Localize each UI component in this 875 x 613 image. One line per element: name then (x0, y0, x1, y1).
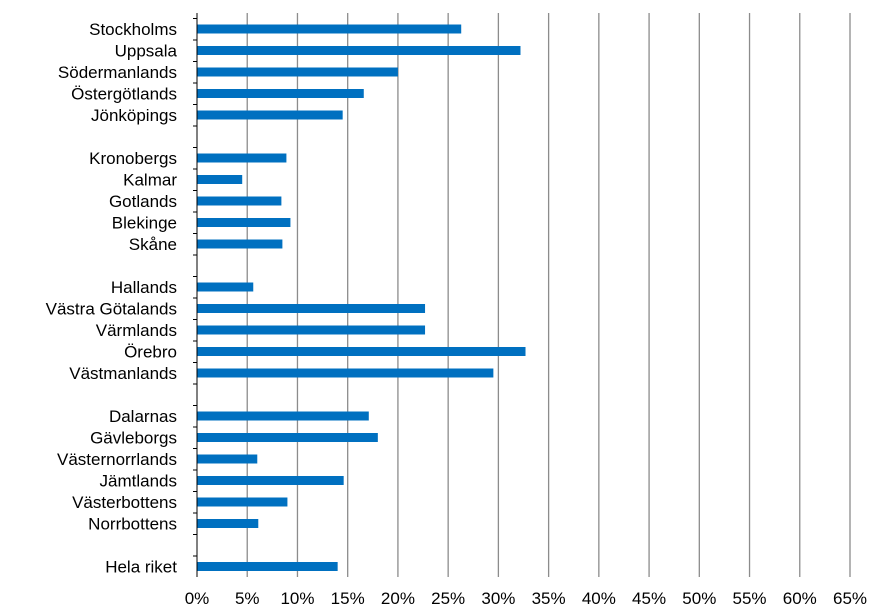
category-label: Stockholms (89, 20, 177, 39)
y-axis-ticks (193, 18, 197, 557)
category-label: Kronobergs (89, 149, 177, 168)
category-label: Hela riket (105, 558, 177, 577)
x-tick-label: 45% (632, 589, 666, 608)
category-label: Östergötlands (71, 85, 177, 104)
bar (197, 433, 378, 442)
bar (197, 519, 259, 528)
category-label: Gävleborgs (90, 429, 177, 448)
bar (197, 304, 426, 313)
bar (197, 347, 526, 356)
category-label: Västerbottens (72, 493, 177, 512)
bar (197, 196, 282, 206)
bar (197, 325, 426, 335)
bar (197, 476, 344, 485)
category-label: Gotlands (109, 192, 177, 211)
x-tick-label: 0% (185, 589, 210, 608)
category-label: Jämtlands (100, 472, 177, 491)
bar (197, 46, 521, 55)
category-label: Dalarnas (109, 407, 177, 426)
category-label: Örebro (124, 343, 177, 362)
category-label: Södermanlands (58, 63, 177, 82)
category-label: Norrbottens (88, 515, 177, 534)
bar (197, 153, 287, 163)
bar (197, 24, 462, 34)
bar (197, 282, 254, 292)
x-tick-label: 25% (431, 589, 465, 608)
gridlines (246, 13, 851, 577)
bar (197, 562, 338, 571)
x-tick-label: 20% (381, 589, 415, 608)
category-label: Kalmar (123, 171, 177, 190)
bar (197, 67, 398, 77)
bar (197, 89, 364, 98)
category-label: Hallands (111, 278, 177, 297)
category-label: Västmanlands (69, 364, 177, 383)
category-label: Blekinge (112, 214, 177, 233)
bars (197, 24, 526, 571)
category-label: Jönköpings (91, 106, 177, 125)
x-tick-label: 55% (733, 589, 767, 608)
x-tick-label: 60% (783, 589, 817, 608)
bar (197, 218, 291, 227)
category-label: Västernorrlands (57, 450, 177, 469)
category-label: Västra Götalands (46, 300, 177, 319)
bar (197, 454, 258, 464)
category-label: Skåne (129, 235, 177, 254)
bar (197, 497, 288, 507)
category-labels: Stockholms Uppsala Södermanlands Östergötla… (46, 20, 178, 577)
x-tick-label: 10% (280, 589, 314, 608)
x-tick-label: 15% (331, 589, 365, 608)
x-tick-label: 40% (582, 589, 616, 608)
category-label: Värmlands (96, 321, 177, 340)
x-axis-tick-labels: 0% 5% 10% 15% 20% 25% 30% 35% 40% 45% 50% 55% 60% 65% (185, 589, 867, 608)
x-tick-label: 35% (532, 589, 566, 608)
category-label: Uppsala (115, 42, 178, 61)
x-tick-label: 30% (481, 589, 515, 608)
x-tick-label: 5% (235, 589, 260, 608)
bar (197, 411, 369, 421)
bar (197, 175, 243, 184)
bar (197, 368, 494, 378)
x-tick-label: 65% (833, 589, 867, 608)
x-tick-label: 50% (682, 589, 716, 608)
bar (197, 110, 343, 120)
bar (197, 239, 283, 249)
